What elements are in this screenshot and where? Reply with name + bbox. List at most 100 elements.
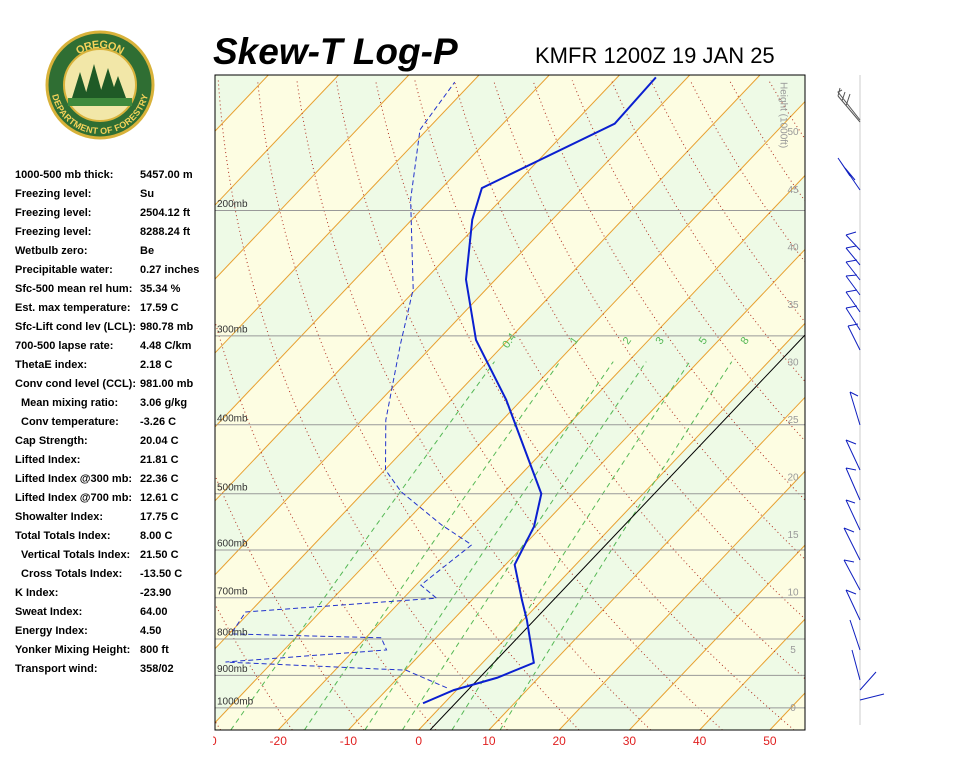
stat-value: -23.90	[140, 587, 172, 599]
dry-adiabat	[847, 80, 960, 730]
isotherm-band	[215, 75, 805, 723]
stat-value: -13.50 C	[140, 568, 183, 580]
mixing-ratio-label: 3	[654, 335, 667, 347]
mixing-ratio-line	[303, 361, 561, 730]
y-tick-label: 900mb	[217, 664, 248, 675]
stat-label: Energy Index:	[15, 625, 88, 637]
mixing-ratio-label: 2	[621, 335, 634, 347]
stat-value: 800 ft	[140, 644, 169, 656]
dry-adiabat	[257, 80, 580, 730]
stat-label: K Index:	[15, 587, 59, 599]
logo-top-path: OREGON	[74, 39, 126, 58]
mixing-ratio-line	[230, 361, 495, 730]
stat-value: 17.59 C	[140, 302, 179, 314]
y2-tick-label: 35	[787, 300, 799, 311]
stat-label: Showalter Index:	[15, 511, 104, 523]
stat-value: 4.48 C/km	[140, 340, 192, 352]
isotherm	[840, 75, 960, 730]
stat-value: 2504.12 ft	[140, 207, 191, 219]
isotherm	[215, 75, 620, 502]
stat-label: Lifted Index @300 mb:	[15, 473, 133, 485]
stat-value: 20.04 C	[140, 435, 179, 447]
temperature-profile	[422, 76, 657, 705]
isotherm	[215, 75, 691, 576]
stat-label: Lifted Index:	[15, 454, 81, 466]
isotherm	[215, 75, 761, 650]
logo-inner	[63, 48, 137, 122]
y2-tick-label: 0	[790, 703, 796, 714]
y-tick-label: 600mb	[217, 539, 248, 550]
dewpoint-profile	[225, 81, 473, 689]
isotherm	[699, 618, 805, 730]
x-tick-label: 30	[623, 734, 637, 748]
isotherm-band	[840, 75, 960, 730]
wind-barb	[837, 157, 861, 191]
logo-ground	[68, 98, 132, 106]
reference-line	[429, 334, 805, 730]
stat-value: 981.00 mb	[140, 378, 194, 390]
stat-value: 358/02	[140, 663, 174, 675]
x-tick-label: 50	[763, 734, 777, 748]
y2-tick-label: 25	[787, 415, 799, 426]
dry-adiabat	[571, 80, 805, 442]
stat-label: Conv temperature:	[21, 416, 119, 428]
stat-label: Freezing level:	[15, 226, 92, 238]
stat-label: Wetbulb zero:	[15, 245, 88, 257]
isotherm	[488, 396, 805, 730]
stat-value: 0.27 inches	[140, 264, 200, 276]
y2-axis-label: Height (1000ft)	[777, 82, 788, 148]
y-tick-label: 200mb	[217, 199, 248, 210]
stat-value: 21.50 C	[140, 549, 179, 561]
y-tick-label: 500mb	[217, 482, 248, 493]
isotherm	[215, 75, 480, 354]
dry-adiabat	[926, 80, 960, 730]
wind-barb	[845, 231, 861, 351]
isotherm	[629, 544, 805, 730]
mixing-ratio-label: 1	[568, 335, 581, 347]
isotherm	[215, 75, 410, 280]
stat-label: Freezing level:	[15, 188, 92, 200]
stat-value: Su	[140, 188, 155, 200]
stat-value: 35.34 %	[140, 283, 181, 295]
stat-value: 8288.24 ft	[140, 226, 191, 238]
y-tick-label: 1000mb	[217, 697, 254, 708]
stat-label: Lifted Index @700 mb:	[15, 492, 133, 504]
y2-tick-label: 10	[787, 588, 799, 599]
isotherm	[910, 75, 960, 730]
stat-value: 980.78 mb	[140, 321, 194, 333]
isotherm	[558, 470, 805, 730]
stat-label: Conv cond level (CCL):	[15, 378, 137, 390]
isotherm-band	[215, 101, 805, 730]
wind-barb	[849, 391, 861, 426]
y2-tick-label: 40	[787, 242, 799, 253]
isotherm	[277, 174, 805, 730]
plot-border	[214, 74, 806, 731]
chart-subtitle: KMFR 1200Z 19 JAN 25	[535, 43, 775, 68]
stat-value: Be	[140, 245, 155, 257]
x-tick-label: 0	[415, 734, 422, 748]
wind-barbs	[837, 75, 885, 725]
mixing-ratio-label: 5	[697, 335, 710, 347]
x-ticks: -30 -20 -10 0 10 20 30 40 50	[199, 734, 777, 748]
stat-value: 12.61 C	[140, 492, 179, 504]
stat-label: Precipitable water:	[15, 264, 113, 276]
dry-adiabat	[296, 80, 652, 730]
logo: OREGON DEPARTMENT OF FORESTRY	[45, 30, 155, 140]
stat-value: 8.00 C	[140, 530, 173, 542]
stat-label: Cross Totals Index:	[21, 568, 123, 580]
x-tick-label: 40	[693, 734, 707, 748]
y-tick-label: 400mb	[217, 413, 248, 424]
plot-area: 0.4 1 2 3 5 8	[215, 75, 960, 730]
isotherm	[215, 75, 339, 206]
wind-barb	[843, 439, 885, 701]
x-tick-label: 20	[552, 734, 566, 748]
wind-barb	[837, 89, 861, 121]
x-tick-label: -30	[199, 734, 217, 748]
stat-value: 4.50	[140, 625, 162, 637]
isotherm	[215, 100, 805, 724]
dry-adiabat	[808, 80, 960, 730]
isotherm	[215, 75, 550, 428]
stat-label: Vertical Totals Index:	[21, 549, 131, 561]
y-tick-label: 800mb	[217, 628, 248, 639]
x-tick-label: -20	[270, 734, 288, 748]
